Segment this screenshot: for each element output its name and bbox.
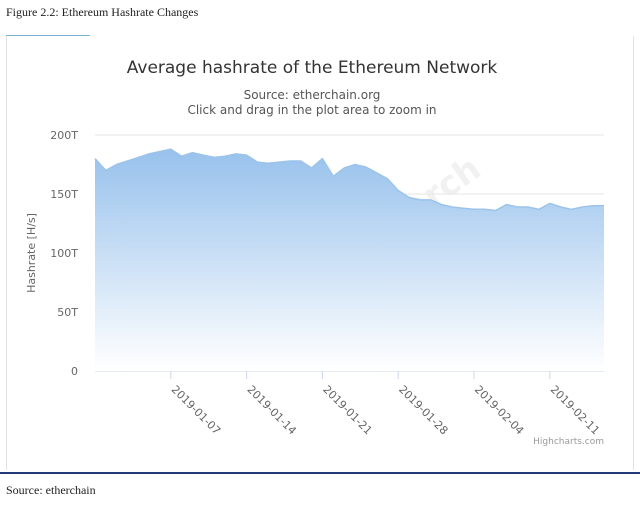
y-tick-labels: 0 50T 100T 150T 200T	[50, 129, 78, 378]
credits-link[interactable]: Highcharts.com	[533, 437, 604, 447]
chart-title: Average hashrate of the Ethereum Network	[127, 58, 498, 78]
chart-zoom-hint: Click and drag in the plot area to zoom …	[187, 103, 436, 117]
x-tick-label: 2019-01-07	[169, 383, 223, 437]
x-axis: 2019-01-07 2019-01-14 2019-01-21 2019-01-28…	[169, 371, 602, 437]
chart-subtitle: Source: etherchain.org	[244, 88, 381, 102]
x-tick-label: 2019-02-11	[548, 383, 602, 437]
figure-caption: Figure 2.2: Ethereum Hashrate Changes	[6, 5, 199, 19]
y-tick-label: 200T	[50, 129, 78, 142]
hashrate-line[interactable]	[94, 148, 604, 212]
bottom-rule	[0, 472, 640, 474]
caption-underline	[6, 35, 90, 36]
y-tick-label: 50T	[57, 306, 78, 319]
x-tick-label: 2019-02-04	[472, 383, 526, 437]
x-tick-label: 2019-01-14	[244, 383, 298, 437]
y-tick-label: 100T	[50, 247, 78, 260]
hashrate-area[interactable]	[95, 149, 604, 371]
source-note: Source: etherchain	[6, 483, 96, 497]
y-tick-label: 150T	[50, 188, 78, 201]
x-tick-label: 2019-01-28	[396, 383, 450, 437]
y-tick-label: 0	[71, 365, 78, 378]
x-tick-label: 2019-01-21	[320, 383, 374, 437]
y-axis-title: Hashrate [H/s]	[25, 213, 38, 293]
